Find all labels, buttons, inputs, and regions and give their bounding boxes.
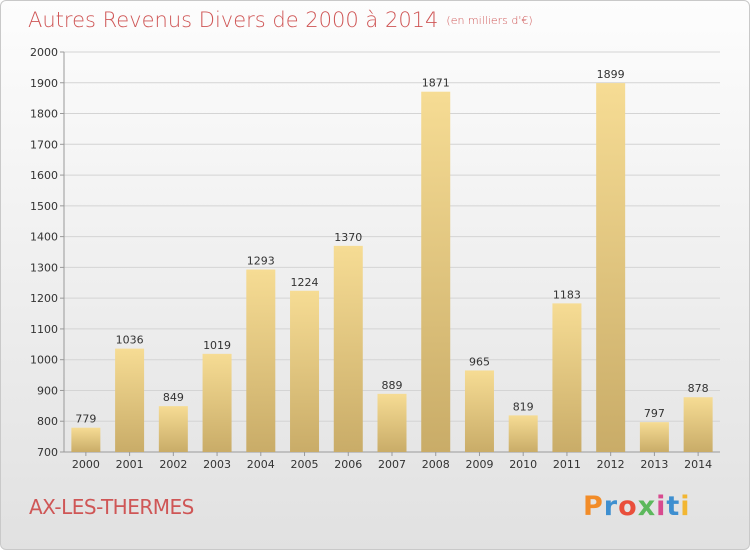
bar-2014 (683, 397, 713, 452)
data-label-2012: 1899 (597, 68, 625, 81)
x-tick-label-2007: 2007 (378, 458, 406, 471)
x-tick-label-2003: 2003 (203, 458, 231, 471)
x-tick-label-2002: 2002 (159, 458, 187, 471)
x-tick-label-2005: 2005 (291, 458, 319, 471)
logo-letter: r (603, 491, 619, 522)
data-label-2002: 849 (163, 391, 184, 404)
data-label-2003: 1019 (203, 339, 231, 352)
bar-2006 (333, 245, 363, 452)
x-tick-label-2013: 2013 (640, 458, 668, 471)
data-label-2013: 797 (644, 407, 665, 420)
y-tick-label: 1600 (30, 169, 58, 182)
data-label-2007: 889 (382, 379, 403, 392)
x-tick-label-2000: 2000 (72, 458, 100, 471)
bar-2003 (202, 353, 232, 452)
bar-2004 (246, 269, 276, 452)
x-tick-label-2008: 2008 (422, 458, 450, 471)
x-tick-label-2014: 2014 (684, 458, 712, 471)
chart-title: Autres Revenus Divers de 2000 à 2014 (en … (28, 8, 533, 32)
y-tick-label: 1800 (30, 108, 58, 121)
y-tick-label: 1000 (30, 354, 58, 367)
chart-title-text: Autres Revenus Divers de 2000 à 2014 (28, 8, 439, 32)
x-tick-label-2009: 2009 (465, 458, 493, 471)
bar-2013 (639, 422, 669, 452)
bar-2010 (508, 415, 538, 452)
data-label-2008: 1871 (422, 77, 450, 90)
logo-letter: o (618, 491, 638, 522)
y-tick-label: 700 (37, 446, 58, 459)
data-label-2006: 1370 (334, 231, 362, 244)
data-label-2014: 878 (688, 382, 709, 395)
data-label-2001: 1036 (116, 334, 144, 347)
y-tick-label: 1300 (30, 261, 58, 274)
y-tick-label: 2000 (30, 46, 58, 59)
y-tick-label: 1500 (30, 200, 58, 213)
data-label-2004: 1293 (247, 255, 275, 268)
x-tick-label-2011: 2011 (553, 458, 581, 471)
logo-letter: x (637, 491, 657, 522)
logo-letter: i (656, 491, 667, 522)
bar-2009 (464, 370, 494, 452)
logo-letter: i (680, 491, 691, 522)
chart-subtitle: (en milliers d'€) (446, 14, 533, 27)
logo-letter: t (666, 491, 681, 522)
data-label-2009: 965 (469, 355, 490, 368)
x-tick-label-2004: 2004 (247, 458, 275, 471)
bar-2008 (421, 91, 451, 452)
logo-letter: P (583, 491, 604, 522)
bar-2012 (596, 83, 626, 453)
x-tick-label-2012: 2012 (597, 458, 625, 471)
data-label-2005: 1224 (291, 276, 319, 289)
x-tick-label-2010: 2010 (509, 458, 537, 471)
proxiti-logo: Proxiti (583, 491, 691, 522)
x-tick-label-2006: 2006 (334, 458, 362, 471)
bar-2007 (377, 393, 407, 452)
bar-2011 (552, 303, 582, 452)
y-tick-label: 1900 (30, 77, 58, 90)
bar-2000 (71, 427, 101, 452)
y-tick-label: 900 (37, 384, 58, 397)
commune-name: AX-LES-THERMES (29, 495, 194, 519)
y-tick-label: 1100 (30, 323, 58, 336)
y-tick-label: 800 (37, 415, 58, 428)
data-label-2000: 779 (75, 413, 96, 426)
y-tick-label: 1700 (30, 138, 58, 151)
data-label-2011: 1183 (553, 288, 581, 301)
y-tick-label: 1200 (30, 292, 58, 305)
y-tick-label: 1400 (30, 231, 58, 244)
bar-2002 (158, 406, 188, 452)
x-tick-label-2001: 2001 (116, 458, 144, 471)
bar-2005 (290, 290, 320, 452)
bar-2001 (115, 348, 145, 452)
data-label-2010: 819 (513, 400, 534, 413)
